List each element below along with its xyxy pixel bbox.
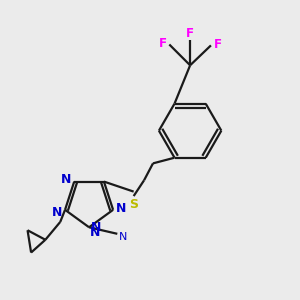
Text: N: N xyxy=(52,206,62,219)
Text: N: N xyxy=(90,221,101,234)
Text: F: F xyxy=(214,38,221,51)
Text: S: S xyxy=(129,198,138,211)
Text: F: F xyxy=(159,38,167,50)
Text: N: N xyxy=(119,232,128,242)
Text: N: N xyxy=(116,202,127,215)
Text: F: F xyxy=(186,27,194,40)
Text: N: N xyxy=(90,226,100,239)
Text: N: N xyxy=(61,173,71,186)
